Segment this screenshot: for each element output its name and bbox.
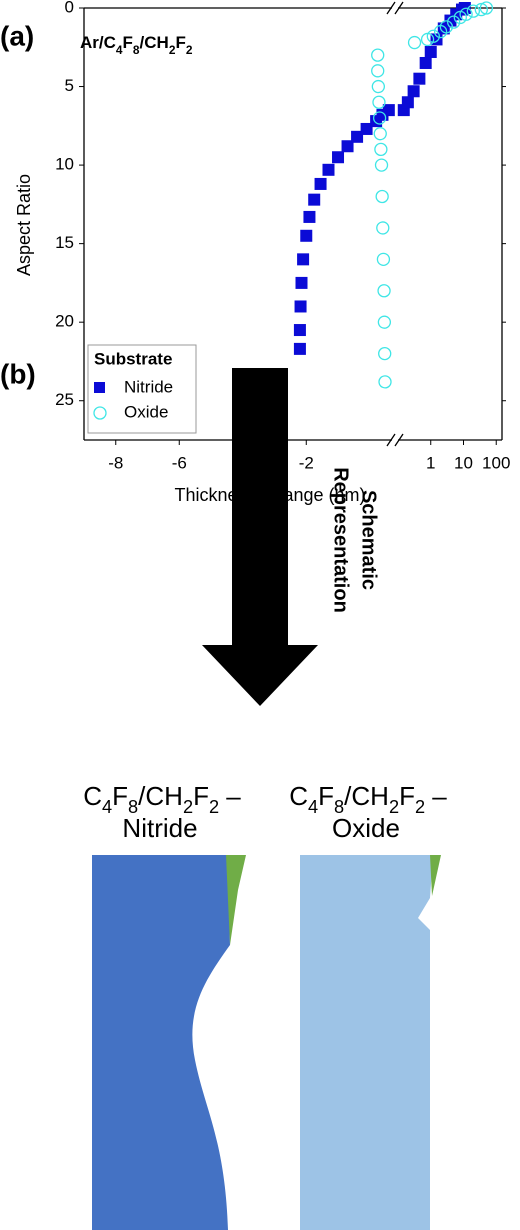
data-point bbox=[376, 252, 391, 266]
legend-swatch bbox=[93, 406, 107, 420]
x-tick-label: -2 bbox=[299, 453, 314, 472]
x-tick-label: 1 bbox=[426, 453, 435, 472]
data-point bbox=[377, 315, 392, 329]
deposit bbox=[430, 855, 441, 896]
annotation: Ar/C4F8/CH2F2 bbox=[80, 33, 193, 57]
data-point bbox=[294, 300, 307, 313]
arrow-label: Representation bbox=[330, 467, 352, 613]
data-point bbox=[373, 127, 387, 141]
panel-title: C4F8/CH2F2 – bbox=[83, 781, 241, 817]
axis-break bbox=[386, 1, 404, 447]
data-point bbox=[341, 140, 354, 153]
data-point bbox=[293, 324, 306, 337]
data-point bbox=[300, 229, 313, 242]
x-tick-label: -8 bbox=[108, 453, 123, 472]
data-point bbox=[378, 375, 392, 389]
y-tick-label: 10 bbox=[55, 155, 74, 174]
data-point bbox=[474, 2, 488, 17]
data-point bbox=[407, 35, 422, 50]
y-tick-label: 5 bbox=[65, 76, 74, 95]
data-point bbox=[374, 158, 389, 172]
data-point bbox=[295, 276, 308, 289]
data-point bbox=[374, 142, 388, 157]
data-point bbox=[407, 85, 420, 98]
legend-box bbox=[87, 344, 197, 434]
legend-label: Nitride bbox=[124, 377, 173, 396]
data-point bbox=[444, 14, 457, 27]
data-point bbox=[293, 342, 306, 355]
data-point bbox=[303, 210, 316, 223]
nitride-profile bbox=[92, 855, 230, 1230]
oxide-profile bbox=[300, 855, 433, 1230]
y-axis-label: Aspect Ratio bbox=[14, 174, 34, 276]
data-point bbox=[371, 79, 385, 94]
panel-subtitle: Oxide bbox=[332, 813, 400, 843]
deposit bbox=[226, 855, 246, 945]
y-tick-label: 20 bbox=[55, 312, 74, 331]
data-point bbox=[424, 45, 437, 58]
data-point bbox=[382, 104, 395, 117]
data-point bbox=[372, 95, 386, 109]
panel-label: (b) bbox=[0, 358, 36, 389]
legend-swatch bbox=[94, 382, 105, 393]
legend-title: Substrate bbox=[94, 349, 172, 368]
x-tick-label: -6 bbox=[172, 453, 187, 472]
arrow bbox=[202, 368, 318, 706]
y-tick-label: 25 bbox=[55, 390, 74, 409]
data-point bbox=[314, 177, 327, 190]
panel-subtitle: Nitride bbox=[122, 813, 197, 843]
data-point bbox=[426, 29, 440, 43]
data-point bbox=[308, 193, 321, 206]
data-point bbox=[479, 1, 494, 15]
data-point bbox=[332, 151, 345, 164]
legend-label: Oxide bbox=[124, 402, 168, 421]
data-point bbox=[376, 221, 390, 235]
y-tick-label: 15 bbox=[55, 233, 74, 252]
legend: Substrate Nitride Oxide bbox=[87, 344, 197, 434]
data-point bbox=[297, 253, 310, 266]
data-point bbox=[413, 72, 426, 85]
data-point bbox=[446, 15, 461, 29]
data-point bbox=[360, 122, 373, 135]
data-point bbox=[377, 284, 391, 298]
data-point bbox=[466, 4, 480, 18]
data-point bbox=[419, 56, 432, 69]
data-point bbox=[371, 64, 385, 78]
data-point bbox=[375, 189, 389, 204]
arrow-label: Schematic bbox=[358, 490, 380, 590]
panel-title: C4F8/CH2F2 – bbox=[289, 781, 447, 817]
data-point bbox=[459, 7, 473, 21]
data-point bbox=[371, 48, 385, 62]
data-point bbox=[401, 96, 414, 109]
y-tick-label: 0 bbox=[65, 0, 74, 16]
data-point bbox=[351, 130, 364, 143]
data-point bbox=[439, 20, 454, 34]
data-point bbox=[378, 346, 392, 361]
data-point bbox=[322, 163, 335, 176]
panel-label: (a) bbox=[0, 20, 34, 51]
x-tick-label: 10 bbox=[454, 453, 473, 472]
data-point bbox=[372, 111, 387, 125]
x-tick-label: 100 bbox=[482, 453, 510, 472]
